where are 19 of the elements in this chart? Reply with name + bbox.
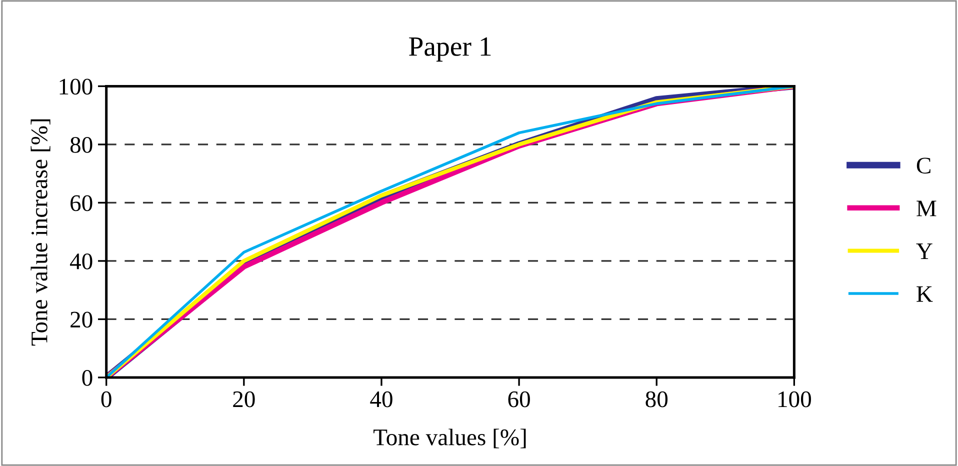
x-tick-label: 60 — [508, 391, 530, 408]
x-tick-label: 40 — [370, 391, 392, 408]
y-tick-label: 0 — [82, 370, 92, 386]
y-tick-label: 60 — [70, 195, 92, 212]
legend-label: M — [916, 200, 936, 216]
x-tick-label: 0 — [101, 391, 112, 408]
y-tick-label: 80 — [70, 136, 92, 153]
y-axis-title: Tone value increase [%] — [30, 119, 50, 346]
y-tick-label: 40 — [70, 253, 92, 270]
x-tick-label: 20 — [233, 391, 255, 408]
x-tick-label: 80 — [646, 391, 668, 408]
x-tick-label: 100 — [778, 391, 811, 408]
legend-label: Y — [916, 244, 932, 259]
legend-label: K — [916, 286, 933, 302]
y-tick-label: 100 — [60, 78, 92, 95]
y-tick-label: 20 — [70, 312, 92, 328]
x-axis-title: Tone values [%] — [374, 428, 526, 448]
legend-label: C — [916, 158, 930, 174]
chart-title: Paper 1 — [409, 37, 491, 62]
